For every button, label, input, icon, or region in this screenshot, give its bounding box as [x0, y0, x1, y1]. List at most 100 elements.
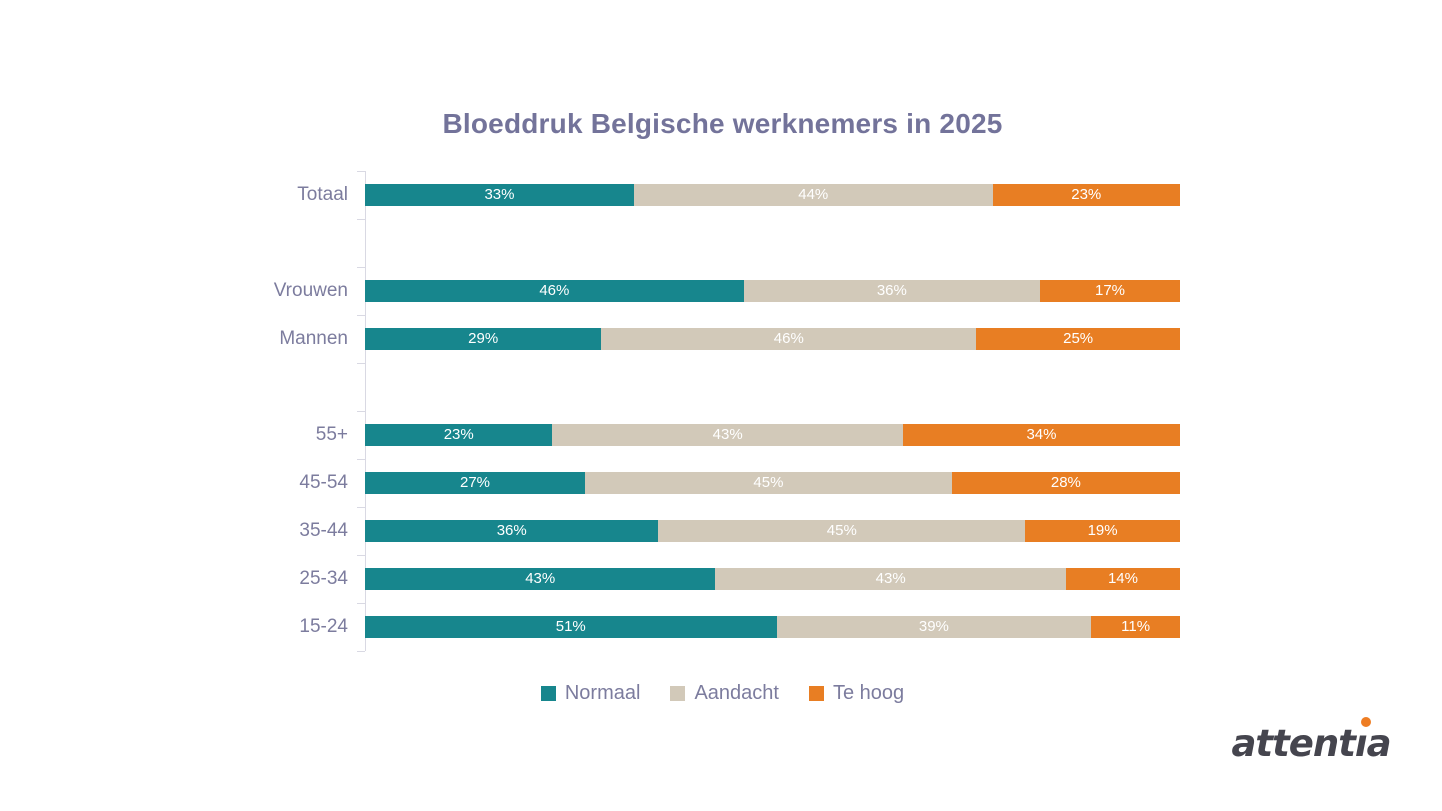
segment-value-label: 29%	[468, 330, 499, 347]
bar-segment-normaal: 36%	[365, 520, 659, 542]
segment-value-label: 43%	[525, 570, 556, 587]
bar-segment-te-hoog: 34%	[902, 424, 1180, 446]
stacked-bar: 46% 36% 17%	[365, 280, 1180, 302]
legend-item-aandacht: Aandacht	[670, 682, 779, 705]
bar-row-totaal: Totaal 33% 44% 23%	[265, 171, 1180, 219]
segment-value-label: 14%	[1107, 570, 1138, 587]
legend-item-normaal: Normaal	[540, 681, 641, 705]
stacked-bar: 29% 46% 25%	[365, 328, 1180, 350]
bar-row-55: 55+ 23% 43% 34%	[265, 411, 1180, 459]
axis-tick	[357, 459, 365, 460]
segment-value-label: 23%	[1071, 186, 1102, 203]
y-axis-line	[365, 171, 366, 651]
bar-segment-normaal: 46%	[365, 280, 744, 302]
bar-row-45-54: 45-54 27% 45% 28%	[265, 459, 1180, 507]
category-label: 35-44	[299, 520, 348, 541]
axis-tick	[357, 411, 365, 412]
legend-swatch-icon	[540, 685, 556, 701]
segment-value-label: 36%	[496, 522, 527, 539]
axis-tick	[357, 219, 365, 220]
bar-segment-normaal: 43%	[365, 568, 716, 590]
segment-value-label: 36%	[876, 282, 907, 299]
legend-label: Normaal	[564, 681, 641, 704]
bar-segment-aandacht: 43%	[552, 424, 903, 446]
legend-label: Aandacht	[694, 681, 779, 704]
chart-title: Bloeddruk Belgische werknemers in 2025	[442, 108, 1003, 139]
category-label: Totaal	[297, 184, 348, 205]
legend-swatch-icon	[670, 685, 686, 701]
axis-tick	[357, 315, 365, 316]
stacked-bar: 36% 45% 19%	[365, 520, 1180, 542]
bar-row-mannen: Mannen 29% 46% 25%	[265, 315, 1180, 363]
segment-value-label: 23%	[443, 426, 474, 443]
segment-value-label: 11%	[1121, 618, 1151, 635]
bar-segment-normaal: 51%	[365, 616, 777, 638]
attentia-logo: attentı a	[1226, 716, 1396, 772]
stacked-bar: 51% 39% 11%	[365, 616, 1180, 638]
segment-value-label: 33%	[484, 186, 515, 203]
segment-value-label: 39%	[918, 618, 949, 635]
bar-segment-te-hoog: 11%	[1091, 616, 1180, 638]
bar-row-25-34: 25-34 43% 43% 14%	[265, 555, 1180, 603]
legend: Normaal Aandacht Te hoog	[265, 678, 1180, 708]
bar-segment-te-hoog: 19%	[1025, 520, 1180, 542]
segment-value-label: 51%	[555, 618, 586, 635]
bar-segment-aandacht: 46%	[601, 328, 977, 350]
stacked-bar: 43% 43% 14%	[365, 568, 1180, 590]
bar-segment-te-hoog: 17%	[1040, 280, 1180, 302]
bar-segment-aandacht: 44%	[633, 184, 993, 206]
spacer-row	[265, 219, 1180, 267]
category-label: 25-34	[299, 568, 348, 589]
legend-swatch-icon	[808, 685, 824, 701]
axis-tick	[357, 603, 365, 604]
bar-row-35-44: 35-44 36% 45% 19%	[265, 507, 1180, 555]
segment-value-label: 46%	[539, 282, 570, 299]
axis-tick	[357, 651, 365, 652]
bar-rows: Totaal 33% 44% 23% Vrouwen 46% 36% 17% Mannen 29%…	[265, 171, 1180, 651]
bar-segment-te-hoog: 25%	[976, 328, 1180, 350]
category-label: Mannen	[279, 328, 348, 349]
logo-letter-i: ı	[1355, 716, 1372, 772]
segment-value-label: 45%	[826, 522, 857, 539]
bar-segment-normaal: 33%	[365, 184, 634, 206]
stacked-bar: 33% 44% 23%	[365, 184, 1180, 206]
segment-value-label: 17%	[1095, 282, 1126, 299]
segment-value-label: 43%	[712, 426, 743, 443]
segment-value-label: 19%	[1087, 522, 1118, 539]
bar-segment-aandacht: 36%	[743, 280, 1041, 302]
category-label: 55+	[315, 424, 348, 445]
axis-tick	[357, 267, 365, 268]
bar-segment-aandacht: 43%	[715, 568, 1066, 590]
bar-segment-normaal: 29%	[365, 328, 602, 350]
segment-value-label: 44%	[798, 186, 829, 203]
stacked-bar: 27% 45% 28%	[365, 472, 1180, 494]
axis-tick	[357, 507, 365, 508]
bar-segment-te-hoog: 14%	[1065, 568, 1180, 590]
bar-segment-aandacht: 45%	[658, 520, 1026, 542]
axis-tick	[357, 171, 365, 172]
logo-dot-icon	[1361, 717, 1372, 727]
bar-segment-normaal: 27%	[365, 472, 586, 494]
plot-area: Totaal 33% 44% 23% Vrouwen 46% 36% 17% Mannen 29%…	[265, 171, 1180, 652]
spacer-row	[265, 363, 1180, 411]
segment-value-label: 43%	[875, 570, 906, 587]
segment-value-label: 46%	[773, 330, 804, 347]
segment-value-label: 25%	[1063, 330, 1094, 347]
segment-value-label: 34%	[1026, 426, 1057, 443]
bar-segment-te-hoog: 28%	[951, 472, 1180, 494]
bar-segment-te-hoog: 23%	[992, 184, 1180, 206]
bar-row-15-24: 15-24 51% 39% 11%	[265, 603, 1180, 651]
legend-label: Te hoog	[832, 681, 905, 704]
axis-tick	[357, 363, 365, 364]
stacked-bar: 23% 43% 34%	[365, 424, 1180, 446]
segment-value-label: 45%	[753, 474, 784, 491]
bar-segment-aandacht: 45%	[585, 472, 952, 494]
category-label: Vrouwen	[273, 280, 348, 301]
category-label: 45-54	[299, 472, 348, 493]
legend-item-te-hoog: Te hoog	[808, 681, 905, 705]
segment-value-label: 28%	[1050, 474, 1081, 491]
axis-tick	[357, 555, 365, 556]
category-label: 15-24	[299, 616, 348, 637]
segment-value-label: 27%	[460, 474, 491, 491]
bar-row-vrouwen: Vrouwen 46% 36% 17%	[265, 267, 1180, 315]
